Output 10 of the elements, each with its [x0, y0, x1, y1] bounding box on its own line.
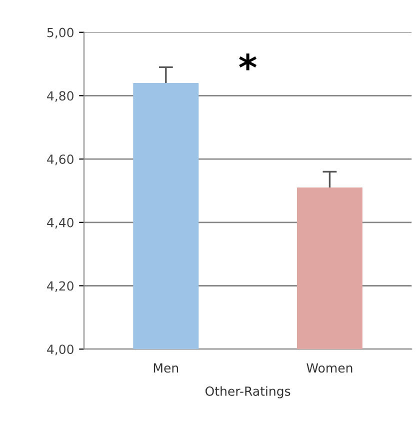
- x-tick-label: Women: [306, 363, 352, 373]
- y-tick-label: 4,80: [47, 91, 74, 102]
- y-tick-label: 4,60: [47, 154, 74, 166]
- y-tick-label: 5,00: [47, 28, 74, 39]
- annotation: *: [239, 54, 257, 70]
- x-axis-title: Other-Ratings: [205, 386, 290, 398]
- y-tick-label: 4,40: [47, 218, 74, 229]
- x-tick-label: Men: [154, 363, 178, 373]
- y-tick-label: 4,20: [47, 281, 74, 292]
- y-tick-label: 4,00: [47, 344, 74, 356]
